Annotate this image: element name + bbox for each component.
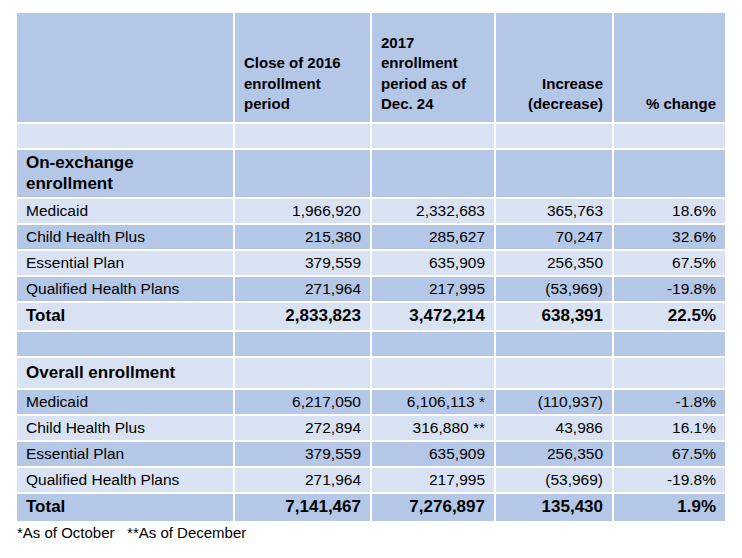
column-header: Close of 2016 enrollment period — [234, 12, 371, 123]
cell-value: 7,141,467 — [234, 493, 371, 522]
row-label: Medicaid — [16, 198, 234, 224]
cell-value: (53,969) — [495, 276, 613, 302]
row-label: Essential Plan — [16, 441, 234, 467]
cell-value — [234, 357, 371, 389]
cell-value: 215,380 — [234, 224, 371, 250]
cell-value: 316,880 ** — [371, 415, 495, 441]
cell-value: (53,969) — [495, 467, 613, 493]
cell-value: 365,763 — [495, 198, 613, 224]
cell-value — [371, 331, 495, 357]
cell-value: 32.6% — [613, 224, 726, 250]
cell-value: 1.9% — [613, 493, 726, 522]
cell-value — [613, 357, 726, 389]
cell-value: 217,995 — [371, 467, 495, 493]
cell-value: 635,909 — [371, 441, 495, 467]
cell-value: 379,559 — [234, 441, 371, 467]
header-row: Close of 2016 enrollment period2017 enro… — [16, 12, 726, 123]
cell-value: 22.5% — [613, 302, 726, 331]
column-header: Increase (decrease) — [495, 12, 613, 123]
cell-value: 2,833,823 — [234, 302, 371, 331]
row-label: Qualified Health Plans — [16, 276, 234, 302]
spacer-row — [16, 123, 726, 149]
cell-value: 3,472,214 — [371, 302, 495, 331]
section-row: On-exchange enrollment — [16, 149, 726, 198]
cell-value: -19.8% — [613, 467, 726, 493]
data-row: Medicaid1,966,9202,332,683365,76318.6% — [16, 198, 726, 224]
page: Close of 2016 enrollment period2017 enro… — [0, 0, 742, 558]
cell-value — [234, 123, 371, 149]
cell-value — [495, 331, 613, 357]
row-label — [16, 331, 234, 357]
cell-value: 70,247 — [495, 224, 613, 250]
data-row: Qualified Health Plans271,964217,995(53,… — [16, 276, 726, 302]
cell-value: 217,995 — [371, 276, 495, 302]
cell-value: 67.5% — [613, 250, 726, 276]
cell-value: 67.5% — [613, 441, 726, 467]
cell-value: 256,350 — [495, 250, 613, 276]
cell-value — [613, 149, 726, 198]
section-row: Overall enrollment — [16, 357, 726, 389]
row-label — [16, 123, 234, 149]
cell-value: 18.6% — [613, 198, 726, 224]
cell-value: (110,937) — [495, 389, 613, 415]
row-label: Total — [16, 302, 234, 331]
cell-value: 1,966,920 — [234, 198, 371, 224]
data-row: Child Health Plus272,894316,880 **43,986… — [16, 415, 726, 441]
cell-value — [495, 357, 613, 389]
cell-value: 2,332,683 — [371, 198, 495, 224]
cell-value: 271,964 — [234, 276, 371, 302]
data-row: Medicaid6,217,0506,106,113 *(110,937)-1.… — [16, 389, 726, 415]
cell-value: 635,909 — [371, 250, 495, 276]
table-body: On-exchange enrollmentMedicaid1,966,9202… — [16, 123, 726, 522]
column-header: 2017 enrollment period as of Dec. 24 — [371, 12, 495, 123]
cell-value — [234, 149, 371, 198]
data-row: Qualified Health Plans271,964217,995(53,… — [16, 467, 726, 493]
data-row: Essential Plan379,559635,909256,35067.5% — [16, 441, 726, 467]
table-footnote: *As of October **As of December — [17, 524, 246, 541]
cell-value: -19.8% — [613, 276, 726, 302]
row-label: Child Health Plus — [16, 415, 234, 441]
row-label: On-exchange enrollment — [16, 149, 234, 198]
row-label: Child Health Plus — [16, 224, 234, 250]
column-header: % change — [613, 12, 726, 123]
cell-value — [495, 149, 613, 198]
table-header: Close of 2016 enrollment period2017 enro… — [16, 12, 726, 123]
cell-value: 16.1% — [613, 415, 726, 441]
row-label: Essential Plan — [16, 250, 234, 276]
cell-value: 135,430 — [495, 493, 613, 522]
total-row: Total2,833,8233,472,214638,39122.5% — [16, 302, 726, 331]
cell-value — [495, 123, 613, 149]
cell-value: 6,217,050 — [234, 389, 371, 415]
total-row: Total7,141,4677,276,897135,4301.9% — [16, 493, 726, 522]
cell-value — [371, 123, 495, 149]
enrollment-table: Close of 2016 enrollment period2017 enro… — [15, 11, 727, 523]
row-label: Medicaid — [16, 389, 234, 415]
row-label: Total — [16, 493, 234, 522]
cell-value — [613, 123, 726, 149]
cell-value: 285,627 — [371, 224, 495, 250]
cell-value — [234, 331, 371, 357]
cell-value: 272,894 — [234, 415, 371, 441]
data-row: Essential Plan379,559635,909256,35067.5% — [16, 250, 726, 276]
cell-value: 271,964 — [234, 467, 371, 493]
cell-value: 43,986 — [495, 415, 613, 441]
spacer-row — [16, 331, 726, 357]
cell-value: -1.8% — [613, 389, 726, 415]
cell-value: 379,559 — [234, 250, 371, 276]
cell-value: 7,276,897 — [371, 493, 495, 522]
cell-value — [371, 149, 495, 198]
cell-value — [613, 331, 726, 357]
row-label: Qualified Health Plans — [16, 467, 234, 493]
data-row: Child Health Plus215,380285,62770,24732.… — [16, 224, 726, 250]
cell-value: 638,391 — [495, 302, 613, 331]
column-header — [16, 12, 234, 123]
cell-value: 256,350 — [495, 441, 613, 467]
row-label: Overall enrollment — [16, 357, 234, 389]
cell-value: 6,106,113 * — [371, 389, 495, 415]
cell-value — [371, 357, 495, 389]
